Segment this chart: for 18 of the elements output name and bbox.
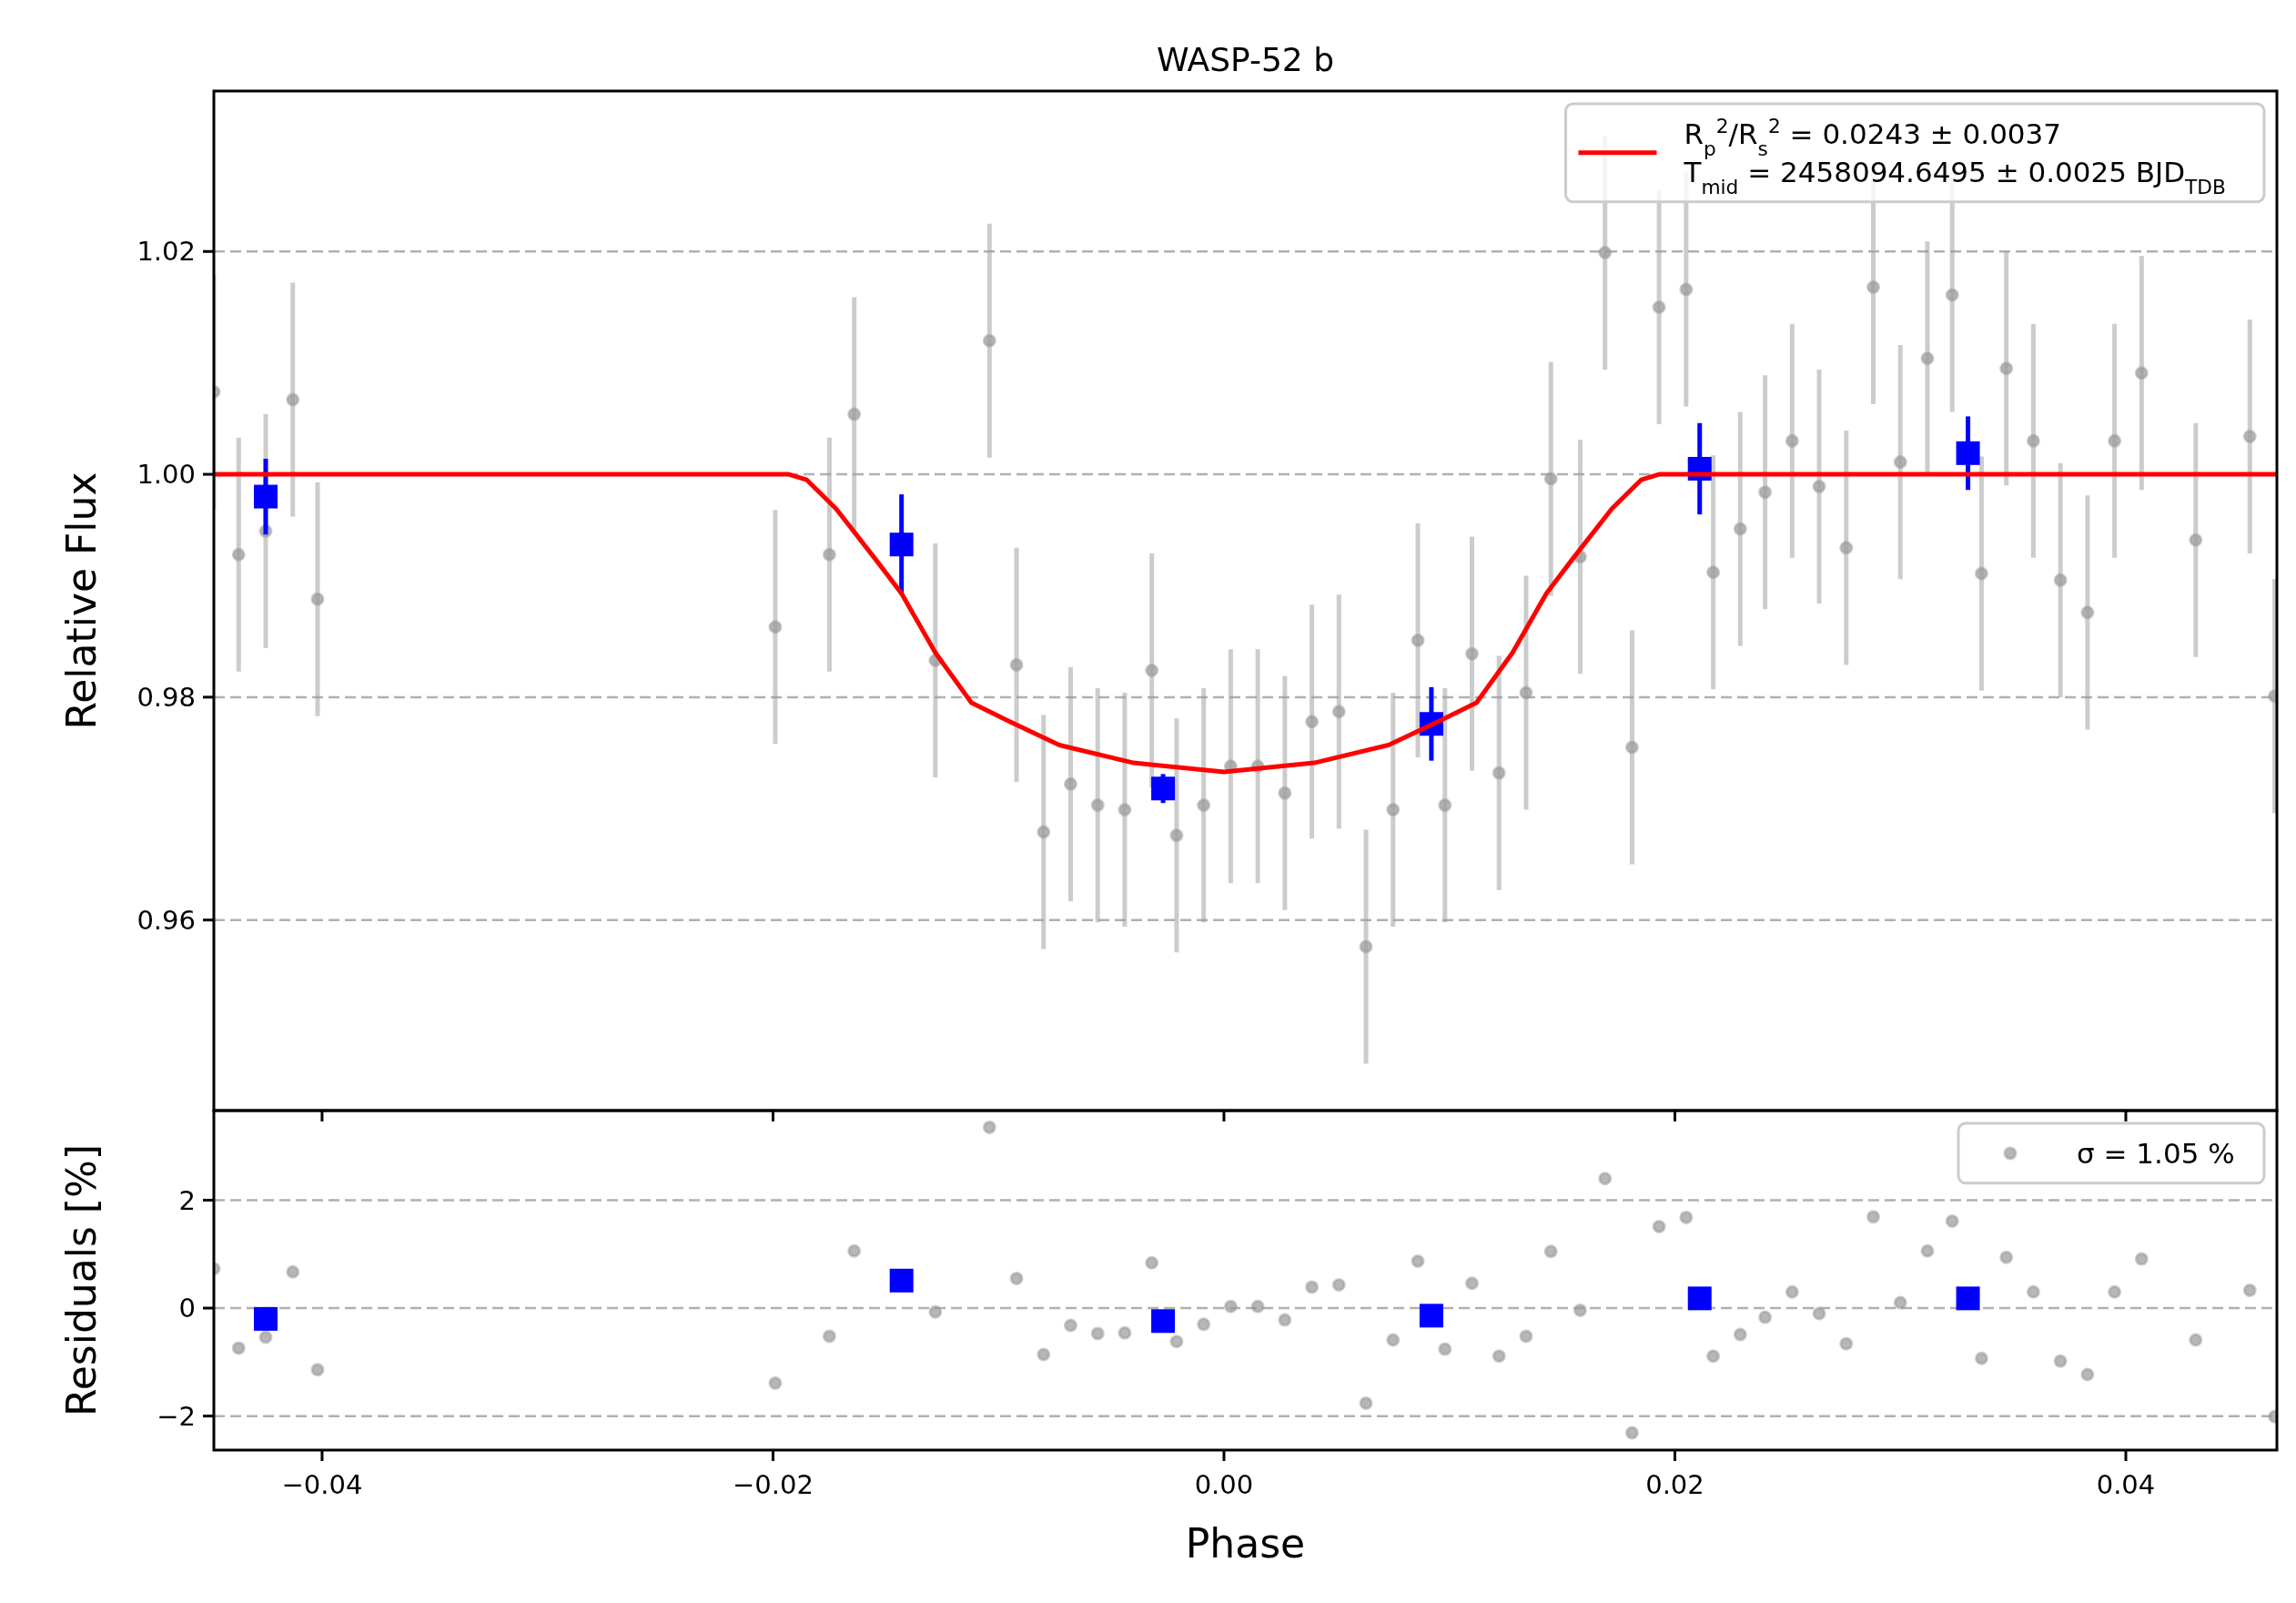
x-axis-title: Phase	[1185, 1520, 1306, 1567]
x-tick-label: 0.00	[1194, 1469, 1254, 1500]
y-tick-label: 2	[178, 1184, 196, 1216]
y-tick-label: −2	[157, 1400, 196, 1432]
y-tick-label: 1.00	[137, 459, 196, 491]
chart-title: WASP-52 b	[1156, 41, 1335, 78]
x-tick-label: −0.02	[733, 1469, 814, 1500]
y-tick-label: 0	[178, 1293, 196, 1324]
y-tick-label: 0.98	[137, 682, 196, 714]
legend-label: σ = 1.05 %	[2077, 1136, 2235, 1170]
y-axis-title: Residuals [%]	[58, 1144, 105, 1416]
x-tick-label: −0.04	[281, 1469, 363, 1500]
x-tick-label: 0.04	[2096, 1469, 2156, 1500]
x-tick-label: 0.02	[1645, 1469, 1704, 1500]
y-tick-label: 1.02	[137, 236, 196, 268]
y-tick-label: 0.96	[137, 904, 196, 936]
text: R$_{p}$$^{2}$/R$_{s}$$^{2}$ = 0.0243 ± 0.0037 T$_{mid}$ = 2458094.6495 ± 0.0025 BJD$_{TDB}$	[1684, 114, 2226, 198]
y-axis-title: Relative Flux	[58, 472, 105, 730]
